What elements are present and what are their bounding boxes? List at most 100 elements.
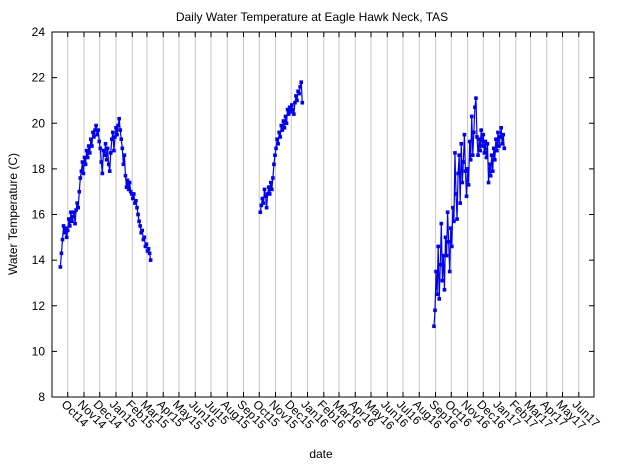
data-point [134,199,138,203]
data-point [465,167,470,171]
data-point [82,155,87,160]
data-point [96,128,100,132]
data-point [261,201,266,205]
data-point [263,194,268,199]
data-point [115,132,119,137]
data-point [480,144,485,148]
data-point [498,135,502,139]
data-point [110,137,114,142]
data-point [458,201,463,205]
data-point [145,249,150,253]
data-point [119,137,124,142]
y-tick-label: 18 [32,162,46,176]
data-point [267,192,272,196]
data-point [262,187,267,192]
data-point [98,146,103,151]
data-point [299,80,304,84]
data-point [450,244,454,249]
data-point [120,146,125,151]
data-point [474,96,478,100]
data-point [125,178,130,183]
data-point [147,251,152,256]
data-point [490,169,495,173]
data-point [484,155,489,160]
data-point [445,210,450,215]
data-point [72,210,76,215]
data-point [85,155,90,160]
data-point [124,185,129,189]
data-point [273,153,277,157]
x-axis-label: date [309,447,333,461]
data-point [84,148,89,153]
data-point [87,151,92,155]
data-point [136,212,140,217]
data-point [478,148,482,153]
data-point [472,130,476,135]
data-point [443,235,448,240]
data-point [459,141,464,146]
data-point [114,126,118,130]
data-point [446,240,451,244]
data-point [117,116,121,121]
grid-lines [67,32,580,397]
data-point [282,126,287,130]
data-point [135,205,139,210]
data-point [105,146,110,151]
data-point [68,224,72,228]
data-point [454,192,458,196]
data-point [95,132,99,137]
data-point [291,107,295,112]
data-point [271,176,275,180]
data-point [286,112,291,116]
data-point [58,265,63,269]
data-point [116,123,120,128]
data-point [437,297,442,301]
data-point [289,103,294,107]
data-point [481,132,486,137]
data-point [79,169,84,173]
data-point [295,98,299,103]
data-point [464,194,469,199]
data-point [497,144,501,148]
data-point [487,162,492,167]
data-point [479,128,483,132]
data-point [78,176,83,180]
data-point [489,153,494,157]
data-point [66,217,71,221]
data-point [473,105,477,110]
y-tick-label: 24 [32,25,46,39]
data-point [488,173,493,178]
data-point [275,137,279,142]
data-point [63,226,68,230]
data-point [274,146,278,151]
data-point [270,187,274,192]
data-point [297,91,301,96]
y-tick-label: 14 [32,253,46,267]
data-point [496,130,500,135]
data-point [97,139,102,144]
data-point [460,180,465,185]
data-point [499,126,503,130]
data-point [502,146,507,151]
data-point [434,269,438,274]
data-point [493,157,497,162]
data-point [113,135,117,139]
data-point [439,221,444,226]
data-point [264,205,269,210]
data-point [268,180,273,185]
data-point [432,324,436,329]
data-point [128,189,133,194]
data-point [461,160,466,164]
data-point [469,114,474,119]
data-point [143,244,148,249]
data-point [129,192,134,196]
data-point [285,107,290,112]
data-point [462,132,467,137]
data-point [298,84,302,89]
data-point [127,180,132,185]
y-axis: 8 10 12 14 16 18 20 22 24 [32,25,594,404]
plot-area [52,32,594,397]
y-tick-label: 16 [32,208,46,222]
data-point [442,287,447,292]
data-point [292,112,296,116]
